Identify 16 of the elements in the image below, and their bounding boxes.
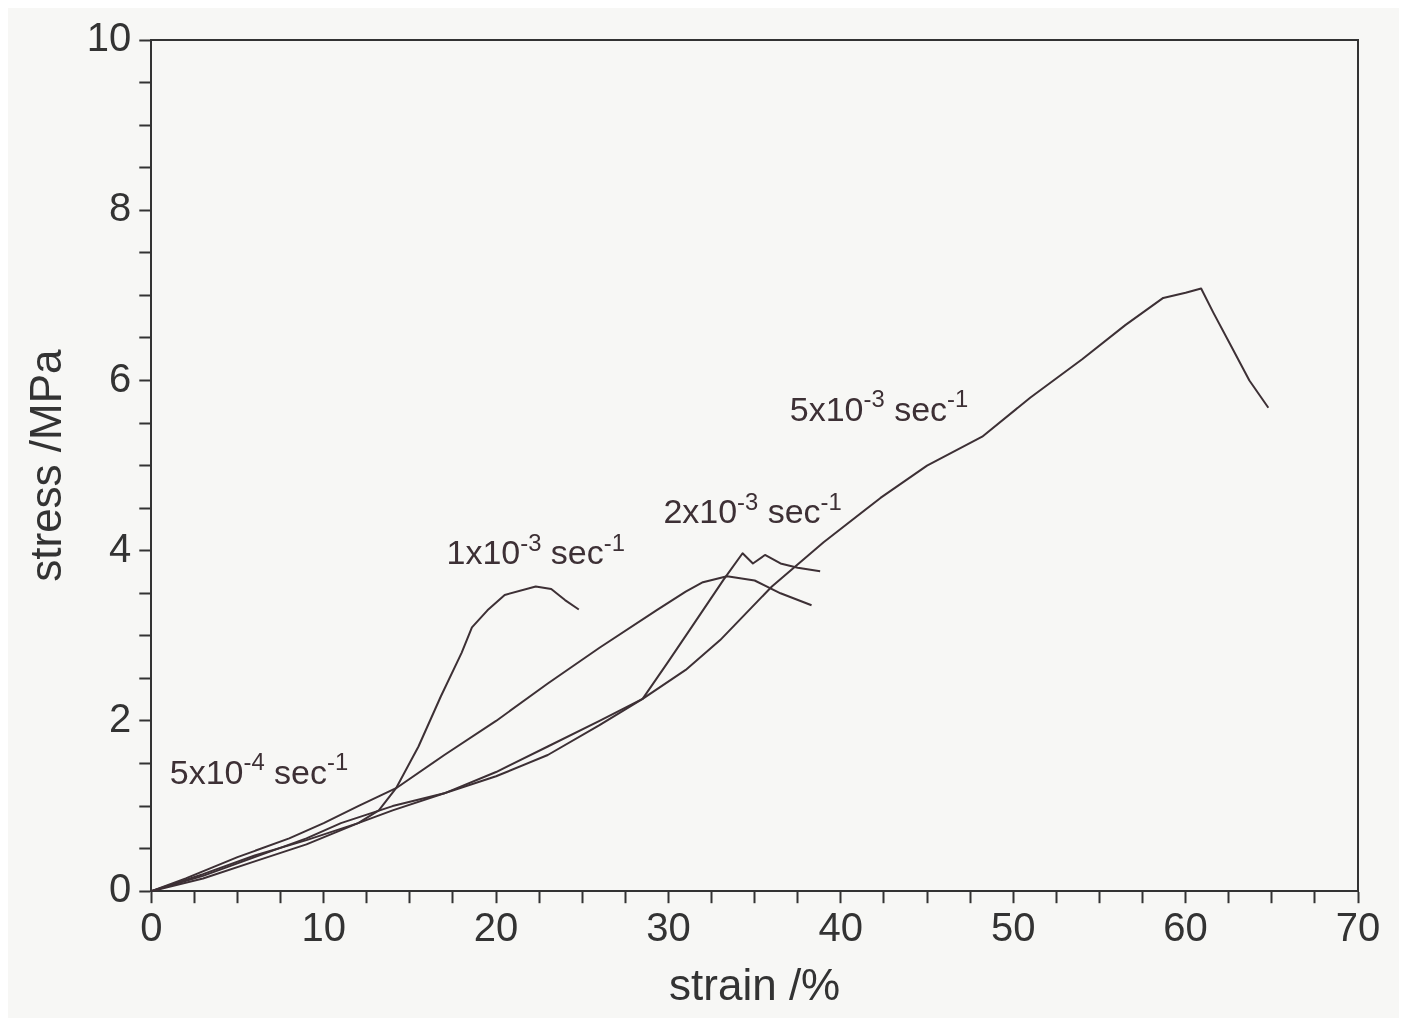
- x-tick-label: 10: [301, 905, 346, 950]
- x-tick-label: 70: [1335, 905, 1381, 950]
- x-tick-label: 20: [473, 905, 519, 950]
- x-tick-label: 60: [1163, 905, 1208, 950]
- y-tick-label: 0: [109, 866, 132, 911]
- y-tick-label: 4: [109, 525, 132, 570]
- y-tick-label: 2: [109, 695, 132, 740]
- x-tick-label: 50: [990, 905, 1036, 950]
- y-axis-title: stress /MPa: [20, 348, 70, 582]
- y-tick-label: 6: [109, 355, 132, 400]
- y-tick-label: 8: [109, 185, 132, 230]
- x-tick-label: 40: [818, 905, 864, 950]
- x-axis-title: strain /%: [669, 959, 841, 1009]
- x-tick-label: 30: [646, 905, 691, 950]
- y-tick-label: 10: [86, 15, 132, 60]
- x-tick-label: 0: [140, 905, 163, 950]
